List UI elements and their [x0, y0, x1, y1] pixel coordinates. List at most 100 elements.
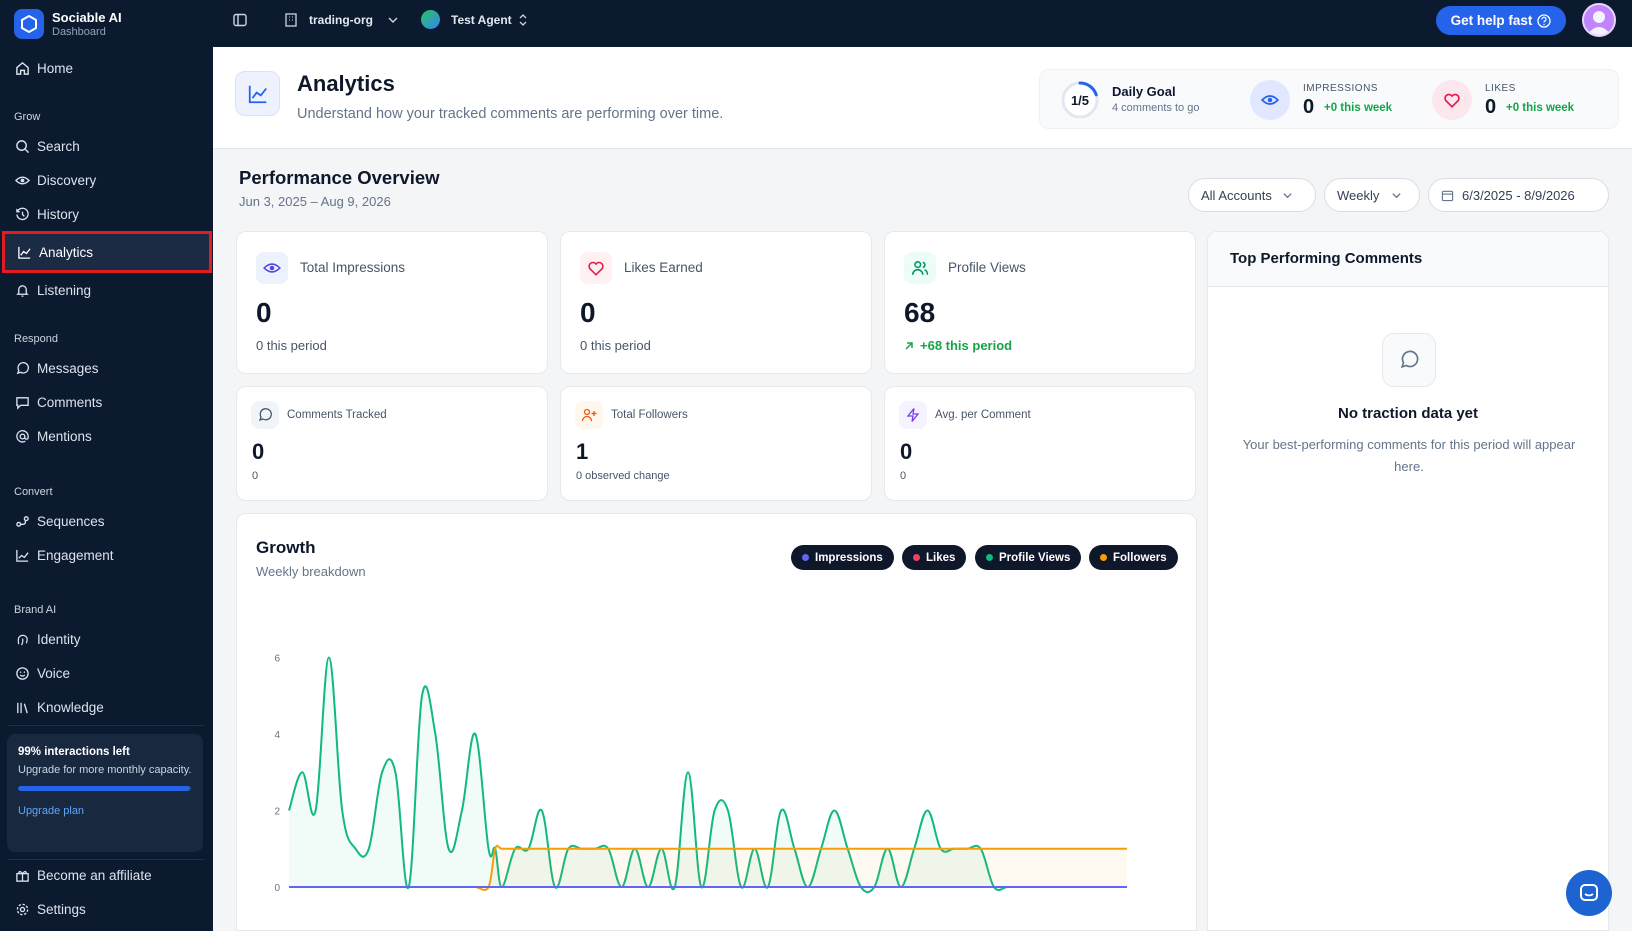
- card-label: Total Impressions: [300, 260, 406, 275]
- likes-value: 0: [1485, 96, 1497, 118]
- daily-goal-count: 1/5: [1071, 93, 1089, 108]
- sidebar-item-knowledge[interactable]: Knowledge: [4, 690, 206, 724]
- sidebar: Sociable AI Dashboard Home Grow Search D…: [0, 0, 213, 931]
- card-label: Avg. per Comment: [935, 409, 1031, 421]
- org-switcher[interactable]: trading-org: [283, 12, 399, 28]
- page-subtitle: Understand how your tracked comments are…: [297, 106, 724, 122]
- period-filter[interactable]: Weekly: [1324, 178, 1420, 212]
- card-sub-row: +68 this period: [904, 338, 1012, 353]
- sidebar-item-history[interactable]: History: [4, 197, 206, 231]
- arrow-up-right-icon: [904, 341, 914, 351]
- sidebar-item-label: Messages: [37, 360, 99, 376]
- accounts-filter-value: All Accounts: [1201, 187, 1272, 203]
- card-label: Profile Views: [948, 260, 1026, 275]
- legend-dot: [802, 554, 809, 561]
- get-help-button[interactable]: Get help fast: [1436, 6, 1566, 35]
- section-label-brand-ai: Brand AI: [14, 604, 57, 616]
- agent-name: Test Agent: [451, 12, 512, 27]
- bell-icon: [14, 282, 30, 298]
- sidebar-item-label: Knowledge: [37, 699, 104, 715]
- sidebar-item-label: Become an affiliate: [37, 867, 152, 883]
- eye-icon: [256, 252, 288, 284]
- legend-dot: [913, 554, 920, 561]
- chat-support-button[interactable]: [1566, 870, 1612, 916]
- legend-label: Likes: [926, 551, 956, 564]
- likes-delta: +0 this week: [1506, 102, 1575, 114]
- upgrade-plan-link[interactable]: Upgrade plan: [18, 805, 85, 817]
- user-avatar[interactable]: [1582, 3, 1616, 37]
- legend-label: Impressions: [815, 551, 883, 564]
- toggle-sidebar-button[interactable]: [232, 12, 248, 28]
- agent-avatar: [421, 10, 440, 29]
- sidebar-item-label: Engagement: [37, 547, 114, 563]
- brand-name: Sociable AI: [52, 9, 122, 25]
- sidebar-item-voice[interactable]: Voice: [4, 656, 206, 690]
- card-value: 68: [904, 297, 936, 328]
- building-icon: [283, 12, 299, 28]
- agent-switcher[interactable]: Test Agent: [421, 10, 528, 29]
- sidebar-item-home[interactable]: Home: [4, 51, 206, 85]
- sidebar-item-label: Comments: [37, 394, 103, 410]
- sidebar-divider: [8, 725, 204, 726]
- home-icon: [14, 60, 30, 76]
- card-value: 0: [256, 297, 272, 328]
- fingerprint-icon: [14, 631, 30, 647]
- series-area-profile-views: [289, 657, 1127, 893]
- sidebar-item-messages[interactable]: Messages: [4, 351, 206, 385]
- sidebar-item-analytics[interactable]: Analytics: [2, 231, 212, 273]
- analytics-header-icon: [235, 71, 280, 116]
- top-comments-title: Top Performing Comments: [1208, 232, 1608, 287]
- legend-dot: [986, 554, 993, 561]
- message-circle-icon: [251, 401, 279, 429]
- brand[interactable]: Sociable AI Dashboard: [14, 9, 122, 39]
- library-icon: [14, 699, 30, 715]
- heart-icon: [580, 252, 612, 284]
- sidebar-item-mentions[interactable]: Mentions: [4, 419, 206, 453]
- eye-icon: [14, 172, 30, 188]
- sidebar-item-sequences[interactable]: Sequences: [4, 504, 206, 538]
- card-sub: 0 this period: [256, 338, 327, 353]
- total-followers-card: Total Followers 1 0 observed change: [560, 386, 872, 501]
- top-comments-panel: Top Performing Comments No traction data…: [1207, 231, 1609, 931]
- legend-label: Profile Views: [999, 551, 1071, 564]
- daily-goal-ring: 1/5: [1060, 80, 1100, 120]
- chevron-down-icon: [1391, 190, 1402, 201]
- sidebar-item-discovery[interactable]: Discovery: [4, 163, 206, 197]
- y-tick-label: 0: [274, 883, 280, 894]
- legend-dot: [1100, 554, 1107, 561]
- sidebar-item-label: Mentions: [37, 428, 92, 444]
- card-sub: +68 this period: [920, 338, 1013, 353]
- card-label: Comments Tracked: [287, 409, 387, 421]
- accounts-filter[interactable]: All Accounts: [1188, 178, 1316, 212]
- user-plus-icon: [575, 401, 603, 429]
- sidebar-item-comments[interactable]: Comments: [4, 385, 206, 419]
- card-value: 0: [900, 439, 913, 464]
- sidebar-item-label: Search: [37, 138, 80, 154]
- profile-views-card: Profile Views 68 +68 this period: [884, 231, 1196, 374]
- overview-date-range: Jun 3, 2025 – Aug 9, 2026: [239, 194, 391, 209]
- help-circle-icon: [1537, 13, 1552, 28]
- date-range-picker[interactable]: 6/3/2025 - 8/9/2026: [1428, 178, 1609, 212]
- sidebar-item-search[interactable]: Search: [4, 129, 206, 163]
- legend-profile-views[interactable]: Profile Views: [975, 545, 1082, 570]
- sidebar-item-engagement[interactable]: Engagement: [4, 538, 206, 572]
- sidebar-item-label: Voice: [37, 665, 71, 681]
- series-area-followers: [289, 845, 1127, 891]
- overview-title: Performance Overview: [239, 167, 440, 188]
- sidebar-item-affiliate[interactable]: Become an affiliate: [4, 858, 206, 892]
- legend-impressions[interactable]: Impressions: [791, 545, 894, 570]
- section-label-convert: Convert: [14, 486, 53, 498]
- legend-followers[interactable]: Followers: [1089, 545, 1178, 570]
- sidebar-item-identity[interactable]: Identity: [4, 622, 206, 656]
- heart-icon: [1432, 80, 1472, 120]
- impressions-value: 0: [1303, 96, 1315, 118]
- chevrons-up-down-icon: [518, 13, 528, 27]
- sidebar-item-listening[interactable]: Listening: [4, 273, 206, 307]
- sidebar-item-settings[interactable]: Settings: [4, 892, 206, 926]
- page-header: Analytics Understand how your tracked co…: [213, 47, 1632, 149]
- impressions-label: IMPRESSIONS: [1303, 83, 1378, 94]
- daily-goal-sub: 4 comments to go: [1112, 102, 1200, 114]
- legend-likes[interactable]: Likes: [902, 545, 967, 570]
- brand-subtitle: Dashboard: [52, 25, 106, 38]
- card-value: 1: [576, 439, 589, 464]
